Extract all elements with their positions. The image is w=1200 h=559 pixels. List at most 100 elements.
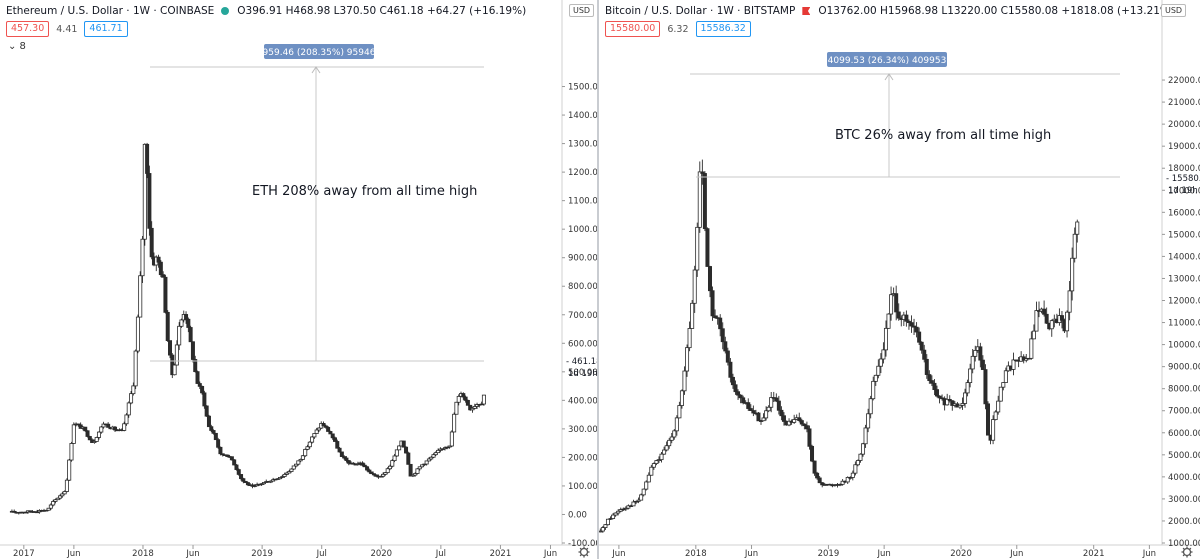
candle-body bbox=[896, 311, 901, 319]
candle-body bbox=[983, 369, 988, 405]
candle-body bbox=[812, 460, 817, 474]
candle-body bbox=[381, 473, 386, 477]
candle-body bbox=[906, 320, 911, 324]
candle-body bbox=[707, 266, 712, 292]
btc-currency-button[interactable]: USD bbox=[1161, 4, 1187, 17]
gear-tooth bbox=[1182, 554, 1185, 557]
candle-body bbox=[413, 473, 418, 476]
chart-annotation[interactable]: BTC 26% away from all time high bbox=[835, 128, 1051, 143]
candle-body bbox=[600, 527, 605, 532]
candle-body bbox=[426, 458, 431, 462]
btc-symbol-title[interactable]: Bitcoin / U.S. Dollar · 1W · BITSTAMP bbox=[605, 5, 796, 17]
candle-body bbox=[186, 318, 191, 328]
candle-body bbox=[978, 346, 983, 361]
candle-body bbox=[616, 510, 621, 514]
candle-body bbox=[965, 382, 970, 394]
candle-body bbox=[748, 408, 753, 411]
candle-body bbox=[161, 274, 166, 278]
candle-body bbox=[710, 290, 715, 317]
candle-body bbox=[404, 446, 409, 454]
chart-annotation[interactable]: ETH 208% away from all time high bbox=[252, 184, 477, 199]
measure-label-box[interactable] bbox=[827, 52, 947, 67]
candle-body bbox=[799, 420, 804, 425]
last-price-label: - 15580.08 bbox=[1166, 174, 1200, 184]
candle-body bbox=[197, 383, 202, 387]
time-tick-label: 2021 bbox=[1083, 549, 1105, 559]
candle-body bbox=[209, 426, 214, 431]
candle-body bbox=[863, 427, 868, 445]
candle-body bbox=[243, 480, 248, 483]
price-tick-label: 20000.00 bbox=[1168, 120, 1200, 130]
candle-body bbox=[94, 437, 99, 442]
price-tick-label: 21000.00 bbox=[1168, 98, 1200, 108]
candle-body bbox=[861, 443, 866, 455]
candle-body bbox=[261, 482, 266, 485]
candle-body bbox=[168, 340, 173, 356]
settings-gear-icon[interactable] bbox=[1182, 547, 1192, 557]
btc-chart-panel[interactable]: 1000.00 2000.00 3000.00 4000.00 5000.00 6000.… bbox=[599, 0, 1200, 559]
eth-indicator-toggle[interactable]: ⌄ 8 bbox=[8, 41, 26, 52]
candle-body bbox=[314, 429, 319, 434]
candle-body bbox=[769, 397, 774, 408]
candle-body bbox=[985, 403, 990, 436]
candle-body bbox=[316, 427, 321, 431]
candle-body bbox=[621, 508, 626, 511]
btc-spread: 6.32 bbox=[667, 23, 689, 35]
candle-body bbox=[140, 238, 145, 277]
eth-sell-price[interactable]: 457.30 bbox=[6, 21, 50, 37]
price-tick-label: 15000.00 bbox=[1168, 230, 1200, 240]
settings-gear-icon[interactable] bbox=[579, 547, 589, 557]
candle-body bbox=[328, 431, 333, 435]
candle-body bbox=[713, 315, 718, 319]
gear-tooth bbox=[579, 547, 582, 550]
candle-body bbox=[429, 456, 434, 460]
candle-body bbox=[934, 389, 939, 397]
candle-body bbox=[807, 428, 812, 447]
eth-symbol-title[interactable]: Ethereum / U.S. Dollar · 1W · COINBASE bbox=[6, 5, 215, 17]
candle-body bbox=[113, 426, 118, 431]
candle-body bbox=[761, 417, 766, 422]
candle-body bbox=[664, 445, 669, 451]
price-tick-label: 600.00 bbox=[568, 339, 597, 349]
candle-body bbox=[188, 327, 193, 343]
price-tick-label: 900.00 bbox=[568, 254, 597, 264]
candle-body bbox=[669, 436, 674, 441]
price-tick-label: 18000.00 bbox=[1168, 164, 1200, 174]
candle-body bbox=[649, 466, 654, 476]
btc-chart-canvas[interactable]: 1000.00 2000.00 3000.00 4000.00 5000.00 6000.… bbox=[599, 0, 1200, 559]
candle-body bbox=[206, 415, 211, 428]
eth-buy-price[interactable]: 461.71 bbox=[84, 21, 128, 37]
time-tick-label: Jul bbox=[316, 549, 327, 559]
btc-buy-price[interactable]: 15586.32 bbox=[695, 21, 751, 37]
candle-body bbox=[720, 328, 725, 343]
candle-body bbox=[374, 474, 379, 477]
eth-chart-canvas[interactable]: -100.00 0.00 100.00 200.00 300.00 400.00 500.0… bbox=[0, 0, 597, 559]
price-tick-label: 300.00 bbox=[568, 425, 597, 435]
candle-body bbox=[1072, 233, 1077, 259]
candle-body bbox=[284, 472, 289, 475]
candle-body bbox=[85, 430, 90, 437]
btc-sell-price[interactable]: 15580.00 bbox=[605, 21, 661, 37]
candle-body bbox=[312, 433, 317, 438]
gear-tooth bbox=[1182, 547, 1185, 550]
candle-body bbox=[738, 394, 743, 399]
measure-label-box[interactable] bbox=[264, 44, 374, 59]
candle-body bbox=[78, 424, 83, 429]
candle-body bbox=[433, 452, 438, 456]
candle-body bbox=[397, 445, 402, 451]
candle-body bbox=[866, 413, 871, 429]
candle-body bbox=[950, 400, 955, 406]
price-tick-label: 1000.00 bbox=[568, 225, 597, 235]
candle-body bbox=[636, 499, 641, 502]
eth-chart-panel[interactable]: -100.00 0.00 100.00 200.00 300.00 400.00 500.0… bbox=[0, 0, 597, 559]
candle-body bbox=[28, 510, 33, 513]
candle-body bbox=[1034, 310, 1039, 332]
candle-body bbox=[797, 417, 802, 421]
eth-currency-button[interactable]: USD bbox=[569, 4, 595, 17]
candle-body bbox=[415, 468, 420, 474]
candle-body bbox=[756, 412, 761, 422]
candle-body bbox=[929, 380, 934, 384]
candle-body bbox=[705, 228, 710, 267]
candle-body bbox=[876, 365, 881, 376]
candle-body bbox=[787, 420, 792, 426]
